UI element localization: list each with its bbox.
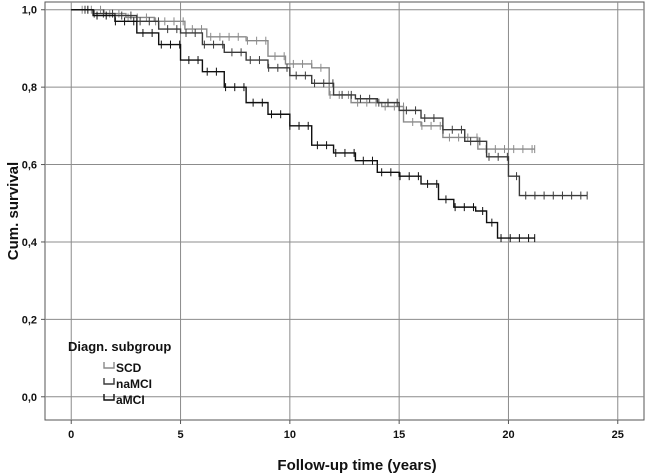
y-tick-label: 1,0 [22,5,37,17]
y-tick-label: 0,2 [22,314,37,326]
legend-title: Diagn. subgroup [68,339,171,354]
axis-ticks: 0 5 10 15 20 25 0,0 0,2 0,4 0,6 0,8 1,0 [22,5,624,441]
series-line-scd [71,9,535,150]
censor-marks-namci [84,5,588,200]
plot-frame [44,1,645,421]
legend-swatch-namci [103,378,115,385]
legend-label-amci: aMCI [116,393,145,407]
legend: Diagn. subgroup SCD naMCI aMCI [68,339,171,407]
series-layer [71,5,588,243]
censor-marks-amci [87,5,536,243]
x-tick-label: 5 [177,429,183,441]
legend-label-namci: naMCI [116,377,152,391]
grid-lines [45,2,644,420]
y-tick-label: 0,0 [22,392,37,404]
legend-swatch-scd [103,362,115,369]
x-axis-title: Follow-up time (years) [277,457,436,474]
y-tick-label: 0,8 [22,82,37,94]
x-tick-label: 0 [68,429,74,441]
x-tick-label: 10 [284,429,296,441]
x-tick-label: 20 [502,429,514,441]
series-line-amci [71,9,535,239]
x-tick-label: 15 [393,429,405,441]
legend-swatch-amci [103,394,115,401]
x-tick-label: 25 [612,429,624,441]
y-tick-label: 0,4 [22,237,38,249]
legend-label-scd: SCD [116,361,142,375]
y-axis-title: Cum. survival [5,162,22,260]
y-tick-label: 0,6 [22,160,37,172]
